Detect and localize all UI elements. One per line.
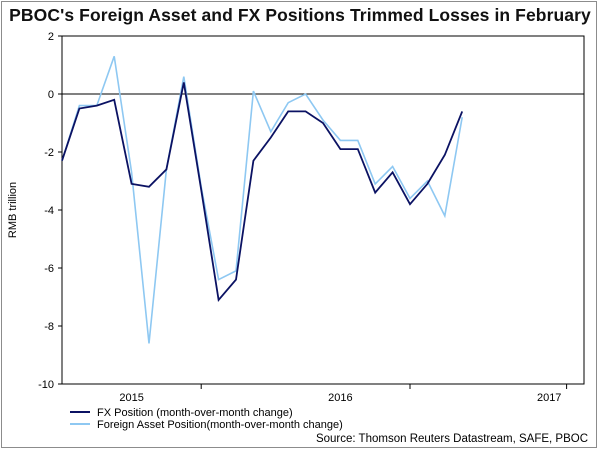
y-tick-label: -6 [44,263,54,275]
legend-swatch-fx [70,411,90,414]
series-lines [61,56,464,344]
legend-swatch-foreign [70,423,90,426]
y-tick-label: -4 [44,205,54,217]
x-tick-label: 2015 [119,392,143,404]
source-note: Source: Thomson Reuters Datastream, SAFE… [315,433,588,445]
x-tick-label: 2017 [537,392,561,404]
legend-label-foreign: Foreign Asset Position(month-over-month … [97,419,343,431]
y-tick-label: -2 [44,147,54,159]
x-tick-label: 2016 [328,392,352,404]
y-tick-label: -10 [38,379,54,391]
axes: 2 0 -2 -4 -6 -8 -10 2015 2016 2017 [38,31,585,404]
legend-item-fx-position: FX Position (month-over-month change) [70,407,343,419]
y-tick-label: 0 [48,89,54,101]
series-line-fx-position [61,82,464,302]
y-tick-label: 2 [48,31,54,43]
legend-item-foreign-asset-position: Foreign Asset Position(month-over-month … [70,419,343,431]
legend-label-fx: FX Position (month-over-month change) [97,407,293,419]
y-tick-label: -8 [44,321,54,333]
y-axis-label: RMB trillion [7,182,19,238]
series-line-foreign-asset-position [61,56,463,344]
legend: FX Position (month-over-month change) Fo… [70,407,343,431]
chart-title: PBOC's Foreign Asset and FX Positions Tr… [9,5,591,25]
plot-border [61,35,585,385]
